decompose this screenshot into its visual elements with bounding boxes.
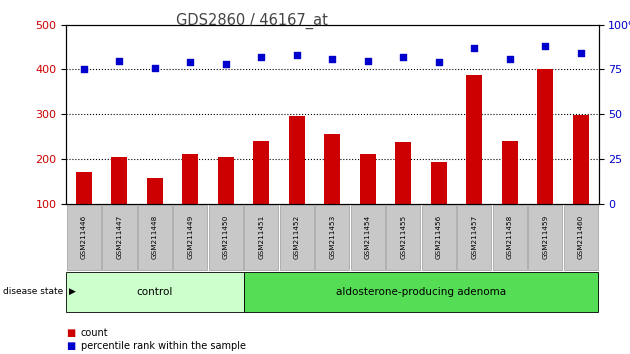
Point: [292, 52, 302, 58]
Text: GSM211456: GSM211456: [436, 215, 442, 259]
Text: aldosterone-producing adenoma: aldosterone-producing adenoma: [336, 286, 506, 297]
Point: [505, 56, 515, 62]
Text: GSM211449: GSM211449: [187, 215, 193, 259]
Point: [433, 59, 444, 65]
Point: [540, 44, 551, 49]
Text: GSM211451: GSM211451: [258, 215, 265, 259]
Text: ■: ■: [66, 341, 76, 351]
Text: GSM211446: GSM211446: [81, 215, 87, 259]
Text: GSM211460: GSM211460: [578, 215, 584, 259]
Point: [150, 65, 160, 70]
Bar: [395, 142, 411, 204]
Point: [469, 45, 479, 51]
Point: [398, 54, 408, 60]
Bar: [324, 134, 340, 204]
Text: disease state  ▶: disease state ▶: [3, 287, 76, 296]
Point: [363, 58, 373, 63]
Text: GSM211455: GSM211455: [400, 215, 406, 259]
Bar: [289, 116, 305, 204]
Bar: [112, 156, 127, 204]
Text: GSM211454: GSM211454: [365, 215, 371, 259]
Bar: [76, 172, 92, 204]
Text: GSM211459: GSM211459: [542, 215, 548, 259]
Bar: [218, 156, 234, 204]
Bar: [182, 154, 198, 204]
Bar: [253, 141, 270, 204]
Text: percentile rank within the sample: percentile rank within the sample: [81, 341, 246, 351]
Bar: [147, 178, 163, 204]
Point: [328, 56, 338, 62]
Text: GSM211452: GSM211452: [294, 215, 300, 259]
Text: GSM211447: GSM211447: [117, 215, 122, 259]
Bar: [466, 75, 483, 204]
Point: [114, 58, 124, 63]
Point: [576, 51, 586, 56]
Point: [185, 59, 195, 65]
Bar: [501, 141, 518, 204]
Text: GSM211458: GSM211458: [507, 215, 513, 259]
Point: [256, 54, 266, 60]
Text: GSM211450: GSM211450: [223, 215, 229, 259]
Bar: [360, 154, 376, 204]
Bar: [537, 69, 553, 204]
Point: [79, 67, 89, 72]
Text: control: control: [137, 286, 173, 297]
Text: GSM211453: GSM211453: [329, 215, 335, 259]
Bar: [431, 162, 447, 204]
Text: GSM211457: GSM211457: [471, 215, 478, 259]
Bar: [573, 115, 589, 204]
Point: [221, 61, 231, 67]
Text: ■: ■: [66, 328, 76, 338]
Text: count: count: [81, 328, 108, 338]
Text: GSM211448: GSM211448: [152, 215, 158, 259]
Text: GDS2860 / 46167_at: GDS2860 / 46167_at: [176, 12, 328, 29]
